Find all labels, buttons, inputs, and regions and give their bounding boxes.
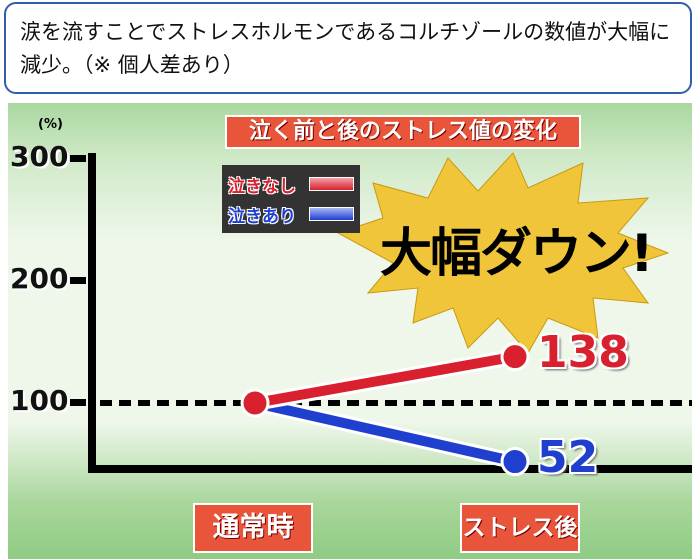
- x-category-label: 通常時: [193, 503, 313, 553]
- data-point: [500, 447, 530, 477]
- annotation: 大幅ダウン!: [380, 224, 654, 284]
- series-line: [254, 351, 516, 408]
- y-tick-300: 300: [10, 140, 69, 173]
- data-point: [240, 388, 270, 418]
- legend: 泣きなし 泣きあり: [222, 165, 360, 233]
- chart-title: 泣く前と後のストレス値の変化: [225, 115, 581, 149]
- x-axis: [88, 465, 692, 473]
- legend-swatch: [308, 207, 354, 221]
- legend-label: 泣きあり: [228, 206, 296, 227]
- y-tick-mark: [70, 399, 86, 406]
- y-tick-mark: [70, 277, 86, 284]
- legend-item: 泣きあり: [228, 199, 354, 229]
- chart-svg: [70, 152, 692, 477]
- y-tick-100: 100: [10, 384, 69, 417]
- data-label-52: 52: [537, 431, 599, 483]
- x-category-label: ストレス後: [460, 503, 580, 553]
- data-label-138: 138: [537, 326, 629, 378]
- y-tick-mark: [70, 155, 86, 162]
- data-point: [500, 342, 530, 372]
- legend-swatch: [308, 177, 354, 191]
- y-axis: [88, 153, 96, 471]
- y-tick-200: 200: [10, 262, 69, 295]
- starburst: [336, 152, 670, 354]
- legend-label: 泣きなし: [228, 176, 296, 197]
- caption-box: 涙を流すことでストレスホルモンであるコルチゾールの数値が大幅に減少。（※ 個人差…: [4, 2, 692, 94]
- legend-item: 泣きなし: [228, 169, 354, 199]
- chart-panel: (%) 300 200 100 泣く前と後のストレス値の変化 泣きなし 泣きあり…: [8, 103, 692, 559]
- y-axis-unit: (%): [38, 117, 63, 132]
- series-line: [253, 398, 517, 467]
